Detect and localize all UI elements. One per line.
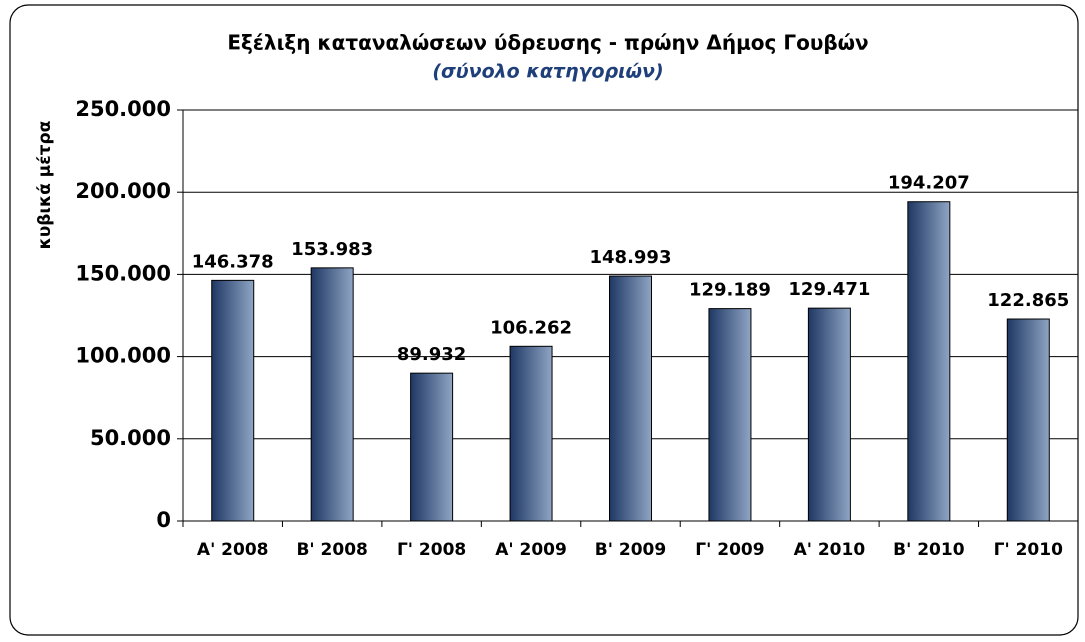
y-tick-label: 100.000 [75,344,171,368]
y-tick-label: 0 [156,508,171,532]
x-tick-label: Α' 2010 [794,540,866,560]
bar [509,345,553,522]
data-label: 194.207 [888,173,970,194]
data-label: 146.378 [192,251,274,272]
bar [211,279,255,522]
data-label: 129.189 [689,280,771,301]
x-tick-label: Α' 2008 [197,540,269,560]
y-tick-label: 50.000 [90,426,171,450]
data-label: 122.865 [987,290,1069,311]
y-tick-label: 250.000 [75,97,171,121]
chart-subtitle: (σύνολο κατηγοριών) [432,61,663,83]
x-tick-label: Γ' 2009 [695,540,764,560]
bar [310,267,354,522]
data-label: 89.932 [397,344,466,365]
bar [907,201,951,522]
bar [609,275,652,522]
data-label: 153.983 [291,239,373,260]
bar [1006,318,1050,522]
y-tick-label: 200.000 [75,179,171,203]
y-axis-label: κυβικά μέτρα [35,121,55,250]
data-label: 148.993 [590,247,672,268]
data-label: 106.262 [490,317,572,338]
data-label: 129.471 [788,279,870,300]
chart-title: Εξέλιξη καταναλώσεων ύδρευσης - πρώην Δή… [227,31,868,55]
x-tick-label: Β' 2009 [595,540,666,560]
x-tick-label: Γ' 2008 [397,540,466,560]
x-tick-label: Α' 2009 [495,540,567,560]
bar [708,308,752,522]
x-tick-label: Β' 2010 [893,540,965,560]
bar [410,372,454,522]
bar [807,307,851,522]
x-tick-label: Γ' 2010 [994,540,1063,560]
y-tick-label: 150.000 [75,261,171,285]
x-tick-label: Β' 2008 [296,540,367,560]
